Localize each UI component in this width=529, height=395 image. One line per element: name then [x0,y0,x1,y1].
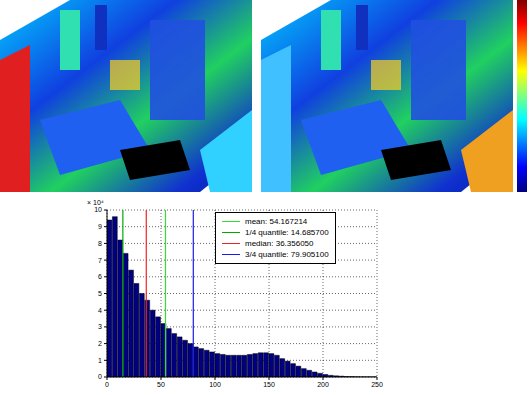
svg-text:200: 200 [317,381,329,388]
svg-text:7: 7 [98,257,102,264]
html-text:× 10⁴: × 10⁴ [87,199,104,206]
svg-text:0: 0 [98,373,102,380]
svg-text:6: 6 [98,273,102,280]
html-text:mean: 54.167214: mean: 54.167214 [245,217,308,226]
svg-text:150: 150 [263,381,275,388]
html-text:1/4 quantile: 14.685700: 1/4 quantile: 14.685700 [245,228,329,237]
svg-text:9: 9 [98,223,102,230]
svg-text:3: 3 [98,323,102,330]
svg-text:2: 2 [98,340,102,347]
svg-text:8: 8 [98,240,102,247]
svg-text:100: 100 [209,381,221,388]
svg-text:1: 1 [98,357,102,364]
svg-text:4: 4 [98,307,102,314]
html-text:median: 36.356050: median: 36.356050 [245,239,314,248]
svg-text:10: 10 [94,206,102,213]
svg-text:50: 50 [157,381,165,388]
svg-text:250: 250 [371,381,383,388]
html-text:3/4 quantile: 79.905100: 3/4 quantile: 79.905100 [245,250,329,259]
svg-text:5: 5 [98,290,102,297]
svg-text:0: 0 [105,381,109,388]
